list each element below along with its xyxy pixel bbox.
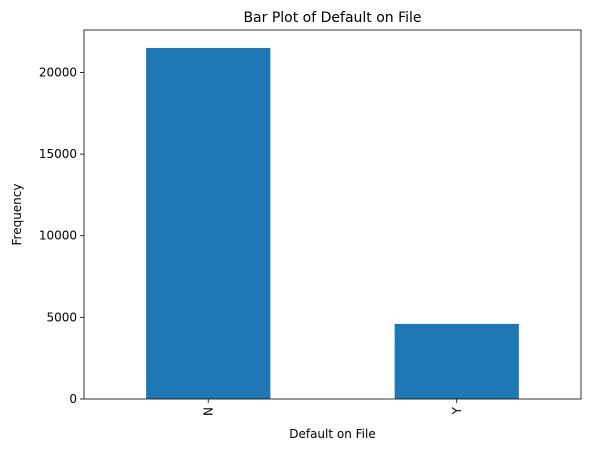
chart-title: Bar Plot of Default on File bbox=[243, 10, 421, 26]
bars-group bbox=[146, 47, 519, 400]
x-axis-label: Default on File bbox=[289, 427, 376, 441]
y-axis: 0 5000 10000 15000 20000 bbox=[39, 65, 84, 406]
x-tick-label: N bbox=[201, 407, 215, 416]
y-tick-label: 15000 bbox=[39, 147, 77, 161]
y-tick-label: 5000 bbox=[46, 310, 77, 324]
plot-frame bbox=[83, 29, 582, 400]
x-tick-label: Y bbox=[450, 406, 464, 415]
y-tick-label: 0 bbox=[69, 392, 77, 406]
y-axis-label: Frequency bbox=[10, 184, 24, 246]
bar-y bbox=[394, 323, 519, 399]
y-tick-label: 20000 bbox=[39, 65, 77, 79]
y-tick-label: 10000 bbox=[39, 229, 77, 243]
bar-n bbox=[146, 47, 271, 400]
